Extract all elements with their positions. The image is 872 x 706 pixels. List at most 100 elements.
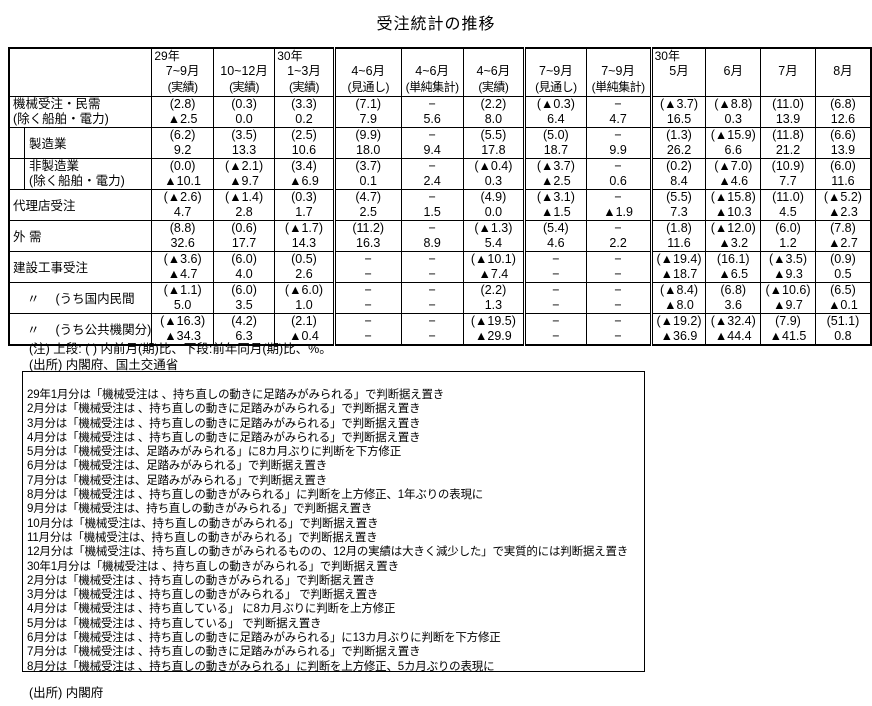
value-yoy: 1.2: [779, 235, 797, 250]
value-mom: (0.6): [231, 220, 257, 235]
value-yoy: 0.3: [484, 173, 503, 188]
value-mom: (2.2): [480, 282, 507, 297]
header-period: 4~6月: [476, 64, 511, 78]
value-mom: (7.8): [830, 220, 856, 235]
judgement-line: 30年1月分は「機械受注は 、持ち直しの動きがみられる」で判断据え置き: [27, 560, 399, 573]
value-yoy: 0.0: [484, 204, 503, 219]
note-legend: (注) 上段: ( ) 内前月(期)比、下段:前年同月(期)比、%。: [29, 342, 332, 356]
value-yoy: 0.0: [235, 111, 253, 126]
judgement-history-box: 29年1月分は「機械受注は 、持ち直しの動きに足踏みがみられる」で判断据え置き 2…: [22, 371, 645, 672]
column-header: 30年 5月: [649, 47, 707, 97]
value-yoy: 0.6: [609, 173, 627, 188]
table-row: 製造業 (6.2) 9.2 (3.5) 13.3 (2.5) 10.6 (9.9) 18.0−9…: [8, 126, 872, 159]
value-yoy: 1.3: [484, 297, 503, 312]
value-mom: −: [428, 158, 436, 173]
value-yoy: ▲0.1: [828, 297, 858, 312]
header-period: 4~6月: [351, 64, 386, 78]
value-yoy: 10.6: [291, 142, 317, 157]
data-cell: (▲2.6) 4.7: [151, 188, 214, 221]
header-row: 29年 7~9月 (実績) 10~12月 (実績) 30年 1~3月 (実績) 4~6月 (見通し…: [8, 47, 872, 97]
value-yoy: ▲8.0: [664, 297, 694, 312]
value-yoy: ▲44.4: [714, 328, 752, 343]
table-row: 非製造業 (除く船舶・電力) (0.0) ▲10.1 (▲2.1) ▲9.7 (3.4) ▲6…: [8, 157, 872, 190]
value-mom: (3.7): [355, 158, 382, 173]
value-mom: (11.2): [352, 220, 385, 235]
data-cell: − −: [400, 281, 464, 314]
data-cell: (5.5) 17.8: [462, 126, 526, 159]
column-header: 7~9月 (見通し): [523, 47, 587, 97]
value-mom: (▲1.4): [225, 189, 264, 204]
value-mom: (6.8): [720, 282, 747, 297]
value-yoy: 16.3: [356, 235, 381, 250]
value-yoy: −: [428, 266, 436, 281]
data-cell: (11.8) 21.2: [760, 126, 816, 159]
judgement-line: 29年1月分は「機械受注は 、持ち直しの動きに足踏みがみられる」で判断据え置き: [27, 389, 445, 401]
value-yoy: 5.6: [423, 111, 441, 126]
value-mom: (▲0.4): [474, 158, 513, 173]
data-cell: (51.1) 0.8: [814, 312, 872, 345]
value-mom: −: [428, 220, 436, 235]
value-yoy: 0.8: [834, 328, 852, 343]
table-row: 機械受注・民需 (除く船舶・電力) (2.8) ▲2.5 (0.3) 0.0 (3.3) 0.…: [8, 95, 872, 128]
data-cell: (8.8) 32.6: [151, 219, 214, 252]
data-cell: (7.8) ▲2.7: [814, 219, 872, 252]
note-source-box: (出所) 内閣府: [29, 686, 104, 700]
value-mom: (2.2): [480, 96, 507, 111]
data-cell: (▲19.2) ▲36.9: [649, 312, 707, 345]
value-yoy: ▲9.7: [773, 297, 803, 312]
data-cell: (▲1.4) 2.8: [212, 188, 276, 221]
value-mom: (▲8.4): [659, 282, 699, 297]
data-cell: (▲10.1) ▲7.4: [462, 250, 526, 283]
data-cell: − −: [332, 250, 402, 283]
row-label-text: (除く船舶・電力): [29, 173, 125, 188]
value-yoy: ▲4.6: [718, 173, 749, 188]
data-cell: − ▲1.9: [585, 188, 652, 221]
data-cell: (11.2) 16.3: [332, 219, 402, 252]
data-cell: (1.8) 11.6: [649, 219, 707, 252]
value-mom: (1.8): [666, 220, 692, 235]
row-label: 非製造業 (除く船舶・電力): [8, 157, 153, 190]
value-yoy: ▲4.7: [167, 266, 198, 281]
header-year: [587, 49, 650, 63]
value-yoy: 8.4: [670, 173, 688, 188]
header-year: [402, 49, 462, 63]
header-period: 7~9月: [539, 64, 573, 78]
value-yoy: ▲10.3: [714, 204, 752, 219]
data-cell: (1.3) 26.2: [649, 126, 707, 159]
data-cell: (11.0) 13.9: [760, 95, 816, 128]
data-cell: (2.8) ▲2.5: [151, 95, 214, 128]
data-cell: − −: [400, 250, 464, 283]
data-cell: (▲8.4) ▲8.0: [649, 281, 707, 314]
row-label: 外 需: [8, 219, 153, 252]
data-cell: (0.3) 0.0: [212, 95, 276, 128]
data-cell: −2.4: [400, 157, 464, 190]
value-yoy: 6.3: [235, 328, 253, 343]
value-yoy: 17.8: [481, 142, 506, 157]
data-cell: (▲2.1) ▲9.7: [212, 157, 276, 190]
value-yoy: 17.7: [231, 235, 257, 250]
row-label-text: 外 需: [13, 230, 42, 244]
judgement-line: 11月分は「機械受注は、持ち直しの動きがみられる」で判断据え置き: [27, 531, 378, 544]
value-mom: (▲15.9): [710, 127, 756, 142]
data-cell: − −: [585, 250, 652, 283]
header-kind: (見通し): [347, 80, 389, 94]
header-kind: [816, 79, 870, 95]
value-yoy: ▲9.7: [229, 173, 259, 188]
header-kind: [654, 79, 705, 95]
value-yoy: ▲41.5: [769, 328, 807, 343]
data-cell: (▲1.7) 14.3: [274, 219, 335, 252]
header-year: 30年: [277, 49, 303, 63]
header-kind: (実績): [288, 80, 320, 94]
value-mom: (▲12.0): [710, 220, 756, 235]
value-yoy: 3.6: [724, 297, 742, 312]
value-mom: (▲10.1): [470, 251, 516, 266]
value-mom: −: [428, 282, 436, 297]
row-label: 代理店受注: [8, 188, 153, 221]
value-yoy: 0.5: [834, 266, 852, 281]
value-yoy: 9.4: [423, 142, 441, 157]
column-header: 4~6月 (単純集計): [400, 47, 464, 97]
header-year: [816, 49, 870, 63]
value-mom: (1.3): [666, 127, 692, 142]
value-mom: (8.8): [169, 220, 196, 235]
column-header: 6月: [705, 47, 762, 97]
